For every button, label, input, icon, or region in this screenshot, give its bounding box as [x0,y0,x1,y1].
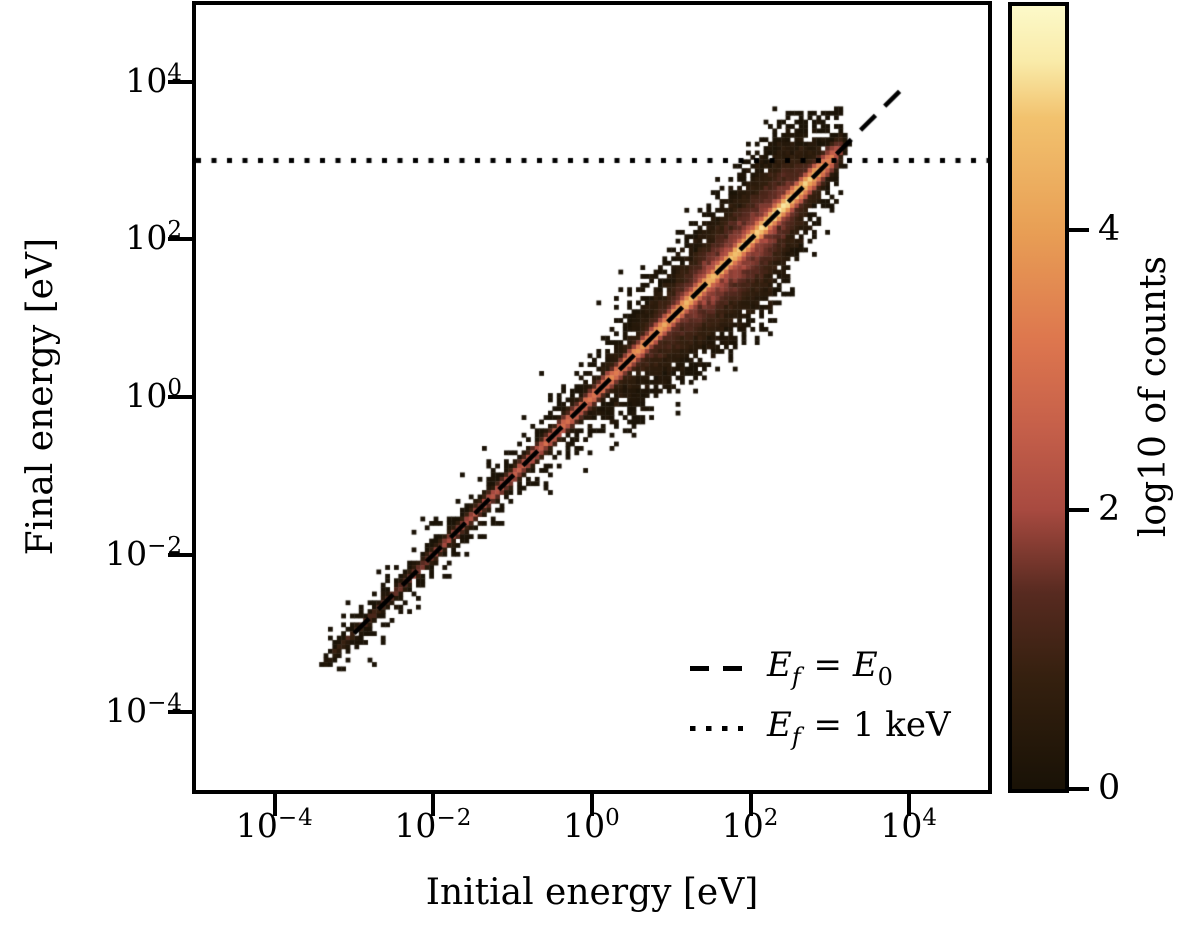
legend-text-segment: f [791,723,801,751]
x-tick-label: 10−2 [394,805,473,845]
legend-label-identity: Ef = E0 [767,645,893,691]
x-axis-label: Initial energy [eV] [425,872,759,913]
x-tick [272,794,277,816]
legend-entry-one-kev: Ef = 1 keV [690,705,951,751]
legend-text-segment: 0 [877,663,893,691]
y-tick [168,79,192,84]
legend-text-segment: = [802,645,853,685]
colorbar-label: log10 of counts [1128,0,1178,794]
y-tick [168,237,192,242]
legend-text-segment: E [767,705,792,745]
dashed-line-sample [690,665,743,671]
x-tick-label: 104 [880,805,938,845]
legend-text-segment: f [791,663,801,691]
colorbar [1008,2,1069,793]
legend-entry-identity: Ef = E0 [690,645,951,691]
plot-frame [192,1,992,794]
hist2d-canvas [196,5,988,790]
colorbar-tick-label: 0 [1098,768,1121,808]
x-tick [748,794,753,816]
colorbar-tick [1069,787,1089,791]
legend: Ef = E0 Ef = 1 keV [690,645,951,765]
x-tick [590,794,594,816]
x-tick [431,794,436,816]
y-axis-label-text: Final energy [eV] [19,238,61,556]
y-tick-label: 100 [125,375,183,415]
x-tick [907,794,912,816]
y-tick [168,552,192,557]
y-tick-label: 102 [125,217,183,258]
x-tick-label: 102 [721,805,780,845]
y-tick [168,395,192,399]
colorbar-tick [1069,228,1089,232]
legend-text-segment: E [767,645,792,685]
x-tick-label: 10−4 [235,805,314,845]
y-tick-label: 104 [125,59,183,100]
dotted-line-sample [690,725,743,731]
y-tick [168,710,192,715]
legend-text-segment: E [852,645,878,685]
colorbar-tick [1069,507,1089,512]
colorbar-tick-label: 2 [1098,488,1121,529]
legend-text-segment: = 1 keV [802,705,951,745]
y-tick-label: 10−2 [105,532,183,573]
legend-label-one-kev: Ef = 1 keV [767,705,951,751]
x-tick-label: 100 [563,805,621,845]
y-axis-label: Final energy [eV] [14,0,66,794]
colorbar-tick-label: 4 [1098,209,1121,249]
y-tick-label: 10−4 [105,690,183,731]
